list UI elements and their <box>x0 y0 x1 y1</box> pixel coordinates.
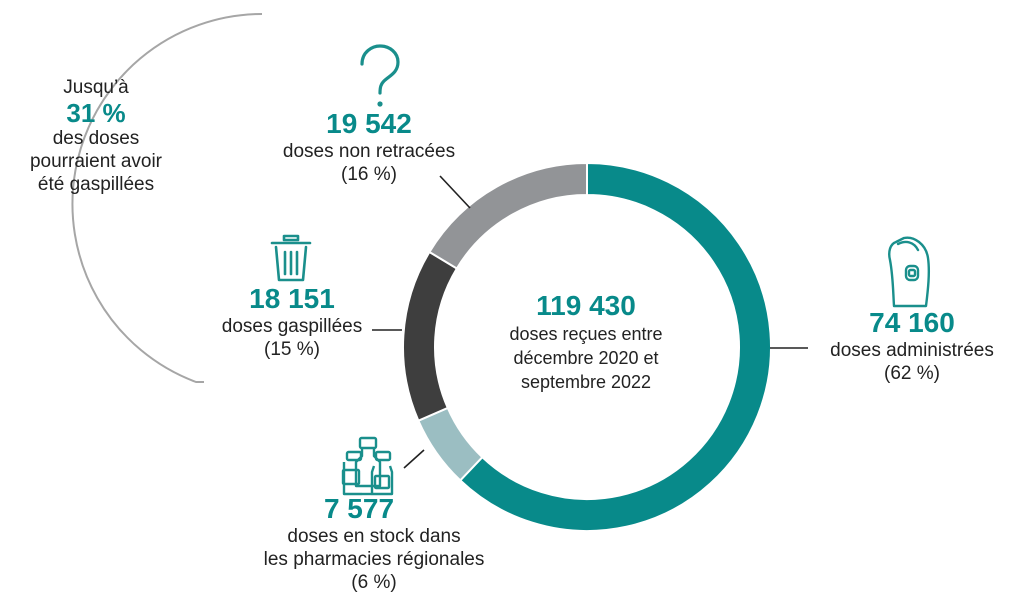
annotation-arc <box>71 13 263 383</box>
total-caption: doses reçues entre décembre 2020 et sept… <box>509 324 663 392</box>
value-administered: 74 160 <box>869 307 955 338</box>
value-stock: 7 577 <box>323 493 395 524</box>
annotation-text: des doses pourraient avoir été gaspillée… <box>29 128 163 195</box>
leader-line-stock <box>403 449 425 469</box>
caption-stock: doses en stock dans les pharmacies régio… <box>263 526 485 570</box>
value-untraced: 19 542 <box>326 108 412 139</box>
slice-label-administered: 74 160 doses administrées (62 %) <box>808 307 1016 385</box>
waste-annotation: Jusqu’à 31 % des doses pourraient avoir … <box>6 76 186 196</box>
annotation-prefix: Jusqu’à <box>63 77 129 98</box>
slice-untraced <box>428 161 588 270</box>
caption-untraced: doses non retracées <box>282 141 456 162</box>
percent-wasted: (15 %) <box>264 339 320 360</box>
caption-wasted: doses gaspillées <box>221 316 363 337</box>
slice-wasted <box>402 250 459 423</box>
total-value: 119 430 <box>536 290 636 321</box>
vials-icon <box>341 436 394 496</box>
center-label: 119 430 doses reçues entre décembre 2020… <box>486 290 686 394</box>
value-wasted: 18 151 <box>249 283 335 314</box>
percent-untraced: (16 %) <box>341 164 397 185</box>
donut-slices <box>402 161 772 532</box>
question-icon <box>360 44 400 107</box>
annotation-value: 31 % <box>66 98 126 128</box>
caption-administered: doses administrées <box>830 340 994 361</box>
slice-label-untraced: 19 542 doses non retracées (16 %) <box>254 108 484 186</box>
percent-administered: (62 %) <box>884 363 940 384</box>
slice-administered <box>458 161 772 532</box>
leader-line-untraced <box>439 175 471 209</box>
percent-stock: (6 %) <box>351 572 397 593</box>
slice-label-stock: 7 577 doses en stock dans les pharmacies… <box>224 493 524 594</box>
finger-icon <box>888 236 931 308</box>
slice-label-wasted: 18 151 doses gaspillées (15 %) <box>196 283 388 361</box>
trash-icon <box>270 234 312 282</box>
